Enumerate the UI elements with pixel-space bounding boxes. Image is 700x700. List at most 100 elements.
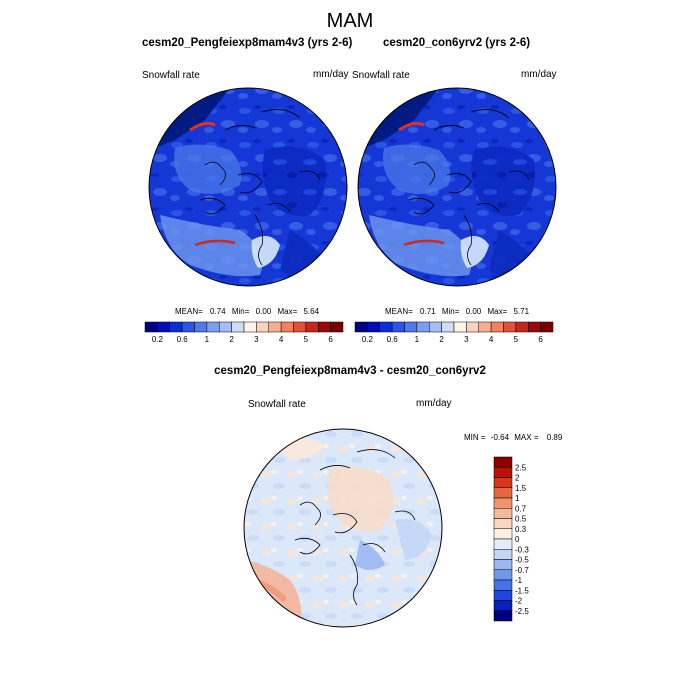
colorbar-2-swatch [515,321,529,333]
map-panel-2 [357,87,557,287]
panel-3-title: cesm20_Pengfeiexp8mam4v3 - cesm20_con6yr… [214,365,486,377]
map-panel-1 [148,87,348,287]
colorbar-2-swatch [453,321,467,333]
colorbar-3-swatch [493,456,513,468]
colorbar-3-swatch [493,508,513,519]
panel-1-mean-value: 0.74 [210,307,226,316]
colorbar-3-swatch [493,610,513,622]
colorbar-1-swatch [144,321,158,333]
colorbar-1-tick-label: 5 [304,335,309,344]
colorbar-3-tick-label: -0.3 [515,545,529,554]
map-panel-3 [243,428,443,628]
panel-1-title: cesm20_Pengfeiexp8mam4v3 (yrs 2-6) [142,37,353,49]
colorbar-2-swatch [404,321,418,333]
colorbar-2-tick-label: 0.6 [387,335,399,344]
panel-3-variable-label: Snowfall rate [248,399,306,410]
colorbar-1-tick-label: 4 [279,335,284,344]
colorbar-3-swatch [493,569,513,581]
panel-2-stats: MEAN= 0.71 Min= 0.00 Max= 5.71 [385,307,529,316]
panel-2-mean-label: MEAN= [385,307,413,316]
colorbar-1-swatch [318,321,331,333]
colorbar-3-tick-label: 2 [515,474,520,483]
colorbar-2: 0.2 0.6 1 2 3 4 5 6 [354,321,554,344]
panel-1-max-value: 5.64 [303,307,320,316]
colorbar-2-swatch [416,321,430,333]
colorbar-3-swatch [493,549,513,560]
colorbar-3-tick-label: 2.5 [515,463,527,472]
colorbar-3-swatch [493,579,513,591]
colorbar-2-swatch [503,321,517,333]
colorbar-3-tick-label: -2 [515,597,523,606]
colorbar-2-swatch [466,321,479,333]
colorbar-2-tick-label: 6 [538,335,543,344]
colorbar-3-swatch [493,559,513,570]
panel-3-max-value: 0.89 [546,433,563,442]
colorbar-3-swatch [493,497,513,509]
panel-3-units: mm/day [416,398,452,409]
colorbar-3-swatch [493,477,513,488]
colorbar-3-tick-label: -2.5 [515,607,529,616]
colorbar-1-swatch [305,321,319,333]
colorbar-2-swatch [379,321,393,333]
colorbar-1-tick-label: 1 [205,335,210,344]
colorbar-3: 2.5 21.510.7 0.50.30-0.3 -0.5-0.7-1-1.5 -2-2… [493,456,529,622]
colorbar-2-swatch [391,321,405,333]
colorbar-2-swatch [528,321,541,333]
panel-1-variable-label: Snowfall rate [142,70,200,81]
colorbar-3-swatch [493,528,513,540]
colorbar-1-swatch [206,321,220,333]
colorbar-2-swatch [540,321,554,333]
colorbar-3-tick-label: -1 [515,576,523,585]
panel-2-max-label: Max= [487,307,508,316]
colorbar-1-swatch [293,321,307,333]
panel-3-min-label: MIN = [464,433,486,442]
colorbar-2-swatch [441,321,455,333]
colorbar-1-tick-label: 3 [254,335,259,344]
colorbar-3-tick-label: -1.5 [515,586,529,595]
colorbar-3-tick-label: 0.5 [515,515,527,524]
colorbar-1-swatch [157,321,170,333]
colorbar-3-swatch [493,487,513,499]
panel-1-min-label: Min= [231,307,250,316]
panel-2-title: cesm20_con6yrv2 (yrs 2-6) [383,37,531,49]
colorbar-1-tick-label: 2 [229,335,234,344]
colorbar-1-tick-label: 6 [328,335,333,344]
colorbar-3-tick-label: -0.5 [515,556,529,565]
colorbar-1-swatch [181,321,195,333]
panel-2-max-value: 5.71 [513,307,530,316]
colorbar-1: 0.2 0.6 1 2 3 4 5 6 [144,321,344,344]
colorbar-2-tick-label: 2 [439,335,444,344]
colorbar-1-swatch [330,321,344,333]
panel-1-units: mm/day [313,69,349,80]
colorbar-3-swatch [493,538,513,550]
colorbar-2-tick-label: 3 [464,335,469,344]
panel-1-min-value: 0.00 [255,307,272,316]
panel-1-stats: MEAN= 0.74 Min= 0.00 Max= 5.64 [175,307,319,316]
panel-2-mean-value: 0.71 [420,307,436,316]
colorbar-3-tick-label: 0 [515,535,520,544]
colorbar-2-swatch [367,321,380,333]
colorbar-3-swatch [493,518,513,529]
colorbar-2-swatch [478,321,492,333]
panel-3-max-label: MAX = [514,433,539,442]
colorbar-2-tick-label: 4 [489,335,494,344]
colorbar-1-swatch [169,321,183,333]
colorbar-3-tick-label: -0.7 [515,566,529,575]
colorbar-3-swatch [493,467,513,478]
colorbar-1-swatch [219,321,232,333]
colorbar-2-tick-label: 1 [415,335,420,344]
colorbar-1-swatch [280,321,294,333]
colorbar-1-tick-label: 0.6 [177,335,189,344]
panel-3-stats: MIN = -0.64 MAX = 0.89 [464,433,562,442]
colorbar-3-tick-label: 0.7 [515,504,527,513]
colorbar-1-swatch [243,321,257,333]
colorbar-3-swatch [493,600,513,611]
colorbar-3-tick-label: 1.5 [515,484,527,493]
figure-title: MAM [326,10,374,32]
panel-3-min-value: -0.64 [490,433,510,442]
panel-1-max-label: Max= [277,307,298,316]
colorbar-2-tick-label: 0.2 [362,335,374,344]
colorbar-2-tick-label: 5 [514,335,519,344]
colorbar-3-tick-label: 1 [515,494,520,503]
